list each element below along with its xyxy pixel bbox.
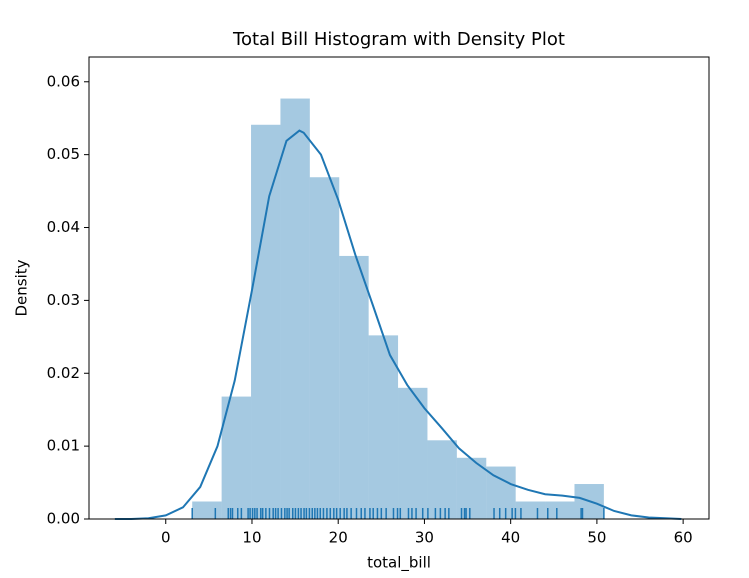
histogram-bar	[280, 98, 310, 519]
y-tick-label: 0.03	[47, 291, 80, 309]
y-axis-label: Density	[13, 259, 31, 316]
histogram-bar	[339, 255, 369, 520]
x-tick-label: 40	[501, 529, 520, 547]
histogram-bar	[427, 440, 457, 519]
y-tick-label: 0.04	[47, 218, 80, 236]
y-tick-label: 0.02	[47, 364, 80, 382]
kde-line	[114, 129, 682, 520]
histogram-bar	[486, 466, 516, 519]
histogram-bar	[545, 501, 575, 519]
x-tick-label: 0	[161, 529, 171, 547]
x-tick-label: 10	[242, 529, 261, 547]
x-axis-label: total_bill	[367, 554, 431, 573]
y-tick-label: 0.05	[47, 145, 80, 163]
histogram-bar	[251, 124, 281, 519]
y-tick-label: 0.00	[47, 510, 80, 528]
x-tick-label: 20	[329, 529, 348, 547]
histogram-bar	[309, 177, 340, 520]
plot-frame	[88, 56, 710, 520]
histogram-bar	[515, 501, 546, 519]
y-tick-label: 0.06	[47, 72, 80, 90]
y-tick-label: 0.01	[47, 437, 80, 455]
histogram-bar	[398, 387, 428, 519]
x-tick-label: 50	[587, 529, 606, 547]
histogram-bar	[192, 501, 222, 519]
chart-title: Total Bill Histogram with Density Plot	[232, 29, 565, 50]
histogram-bar	[221, 396, 252, 519]
x-tick-label: 60	[674, 529, 693, 547]
histogram-bar	[368, 335, 399, 519]
x-tick-label: 30	[415, 529, 434, 547]
